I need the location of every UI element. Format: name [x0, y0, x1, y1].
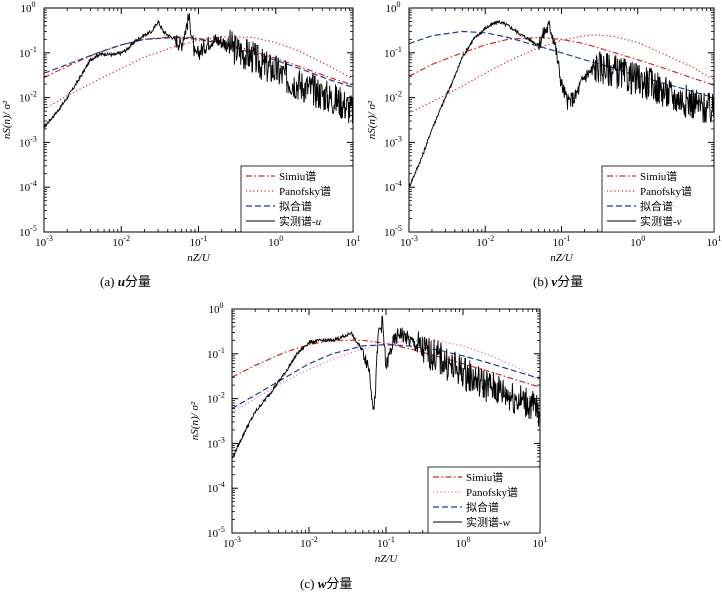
legend-label-0: Simiu谱: [466, 470, 503, 484]
y-tick-label: 10-1: [207, 346, 225, 361]
y-tick-label: 10-4: [19, 179, 37, 194]
y-tick-label: 10-4: [207, 480, 225, 495]
chart-panel-a: 10-3 10-2 10-1 100 101 10-5 10-4 10-3 10-2 10-1 10…: [1, 0, 361, 264]
y-tick-label: 10-2: [384, 90, 402, 105]
y-tick-label: 10-4: [384, 179, 402, 194]
legend-label-0: Simiu谱: [279, 169, 316, 183]
x-tick-label: 101: [346, 234, 361, 249]
x-axis-label: nZ/U: [550, 252, 574, 264]
legend-label-3: 实测谱-u: [279, 214, 322, 228]
x-tick-label: 10-3: [400, 234, 418, 249]
x-axis-label: nZ/U: [187, 252, 211, 264]
plot-area: [44, 13, 353, 128]
x-axis-label: nZ/U: [375, 553, 399, 565]
legend-label-2: 拟合谱: [640, 199, 673, 213]
x-tick-label: 100: [268, 234, 283, 249]
y-axis-label: nS(n)/ σ²: [1, 100, 13, 139]
legend-label-1: Panofsky谱: [466, 485, 518, 499]
x-tick-label: 10-2: [476, 234, 494, 249]
x-tick-label: 10-1: [190, 234, 208, 249]
y-tick-label: 10-5: [207, 525, 225, 540]
legend-label-1: Panofsky谱: [279, 184, 331, 198]
x-tick-label: 100: [456, 535, 471, 550]
chart-panel-c: 10-3 10-2 10-1 100 101 10-5 10-4 10-3 10-2 10-1 10…: [189, 301, 548, 565]
y-tick-label: 100: [21, 0, 36, 15]
x-tick-label: 10-2: [112, 234, 130, 249]
y-axis-label: nS(n)/ σ²: [189, 401, 201, 440]
x-tick-label: 100: [630, 234, 645, 249]
legend-label-2: 拟合谱: [466, 500, 499, 514]
series-line-2: [409, 30, 714, 99]
y-tick-label: 10-3: [384, 134, 402, 149]
caption-a: (a) u分量: [100, 274, 151, 289]
y-tick-label: 10-5: [19, 224, 37, 239]
y-tick-label: 10-3: [207, 435, 225, 450]
caption-b: (b) v分量: [533, 274, 583, 289]
y-tick-label: 10-1: [384, 45, 402, 60]
legend-label-2: 拟合谱: [279, 199, 312, 213]
y-axis-label: nS(n)/ σ²: [366, 100, 378, 139]
plot-area: [409, 20, 714, 189]
series-line-0: [409, 36, 714, 86]
y-tick-label: 100: [386, 0, 401, 15]
y-tick-label: 10-1: [19, 45, 37, 60]
chart-panel-b: 10-3 10-2 10-1 100 101 10-5 10-4 10-3 10-2 10-1 10…: [366, 0, 722, 264]
legend-label-0: Simiu谱: [640, 169, 677, 183]
x-tick-label: 10-2: [300, 535, 318, 550]
legend-label-1: Panofsky谱: [640, 184, 692, 198]
y-tick-label: 10-3: [19, 134, 37, 149]
series-line-3: [232, 315, 540, 460]
series-line-0: [44, 35, 353, 86]
x-tick-label: 10-1: [553, 234, 571, 249]
plot-area: [232, 315, 540, 460]
y-tick-label: 100: [209, 301, 224, 316]
series-line-0: [232, 339, 540, 388]
legend-label-3: 实测谱-v: [640, 214, 682, 228]
x-tick-label: 10-3: [223, 535, 241, 550]
x-tick-label: 10-3: [35, 234, 53, 249]
caption-c: (c) w分量: [300, 576, 352, 591]
series-line-2: [232, 344, 540, 410]
x-tick-label: 10-1: [377, 535, 395, 550]
series-line-3: [44, 13, 353, 128]
y-tick-label: 10-2: [19, 90, 37, 105]
series-line-2: [44, 36, 353, 88]
x-tick-label: 101: [707, 234, 722, 249]
y-tick-label: 10-5: [384, 224, 402, 239]
series-line-3: [409, 20, 714, 189]
x-tick-label: 101: [533, 535, 548, 550]
legend-label-3: 实测谱-w: [466, 515, 511, 529]
y-tick-label: 10-2: [207, 391, 225, 406]
